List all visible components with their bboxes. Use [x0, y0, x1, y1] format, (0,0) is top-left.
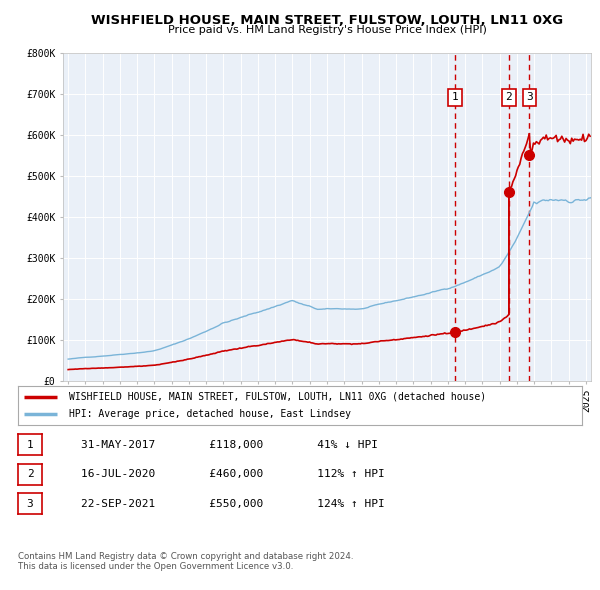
- Text: 3: 3: [26, 499, 34, 509]
- Text: WISHFIELD HOUSE, MAIN STREET, FULSTOW, LOUTH, LN11 0XG (detached house): WISHFIELD HOUSE, MAIN STREET, FULSTOW, L…: [69, 392, 486, 402]
- Text: Price paid vs. HM Land Registry's House Price Index (HPI): Price paid vs. HM Land Registry's House …: [167, 25, 487, 35]
- Text: 22-SEP-2021        £550,000        124% ↑ HPI: 22-SEP-2021 £550,000 124% ↑ HPI: [54, 499, 385, 509]
- Text: 2: 2: [505, 92, 512, 102]
- Text: 16-JUL-2020        £460,000        112% ↑ HPI: 16-JUL-2020 £460,000 112% ↑ HPI: [54, 470, 385, 479]
- Text: 31-MAY-2017        £118,000        41% ↓ HPI: 31-MAY-2017 £118,000 41% ↓ HPI: [54, 440, 378, 450]
- Text: 2: 2: [26, 470, 34, 479]
- Text: HPI: Average price, detached house, East Lindsey: HPI: Average price, detached house, East…: [69, 409, 351, 419]
- Text: 1: 1: [451, 92, 458, 102]
- Text: WISHFIELD HOUSE, MAIN STREET, FULSTOW, LOUTH, LN11 0XG: WISHFIELD HOUSE, MAIN STREET, FULSTOW, L…: [91, 14, 563, 27]
- Text: Contains HM Land Registry data © Crown copyright and database right 2024.
This d: Contains HM Land Registry data © Crown c…: [18, 552, 353, 571]
- Text: 1: 1: [26, 440, 34, 450]
- Text: 3: 3: [526, 92, 533, 102]
